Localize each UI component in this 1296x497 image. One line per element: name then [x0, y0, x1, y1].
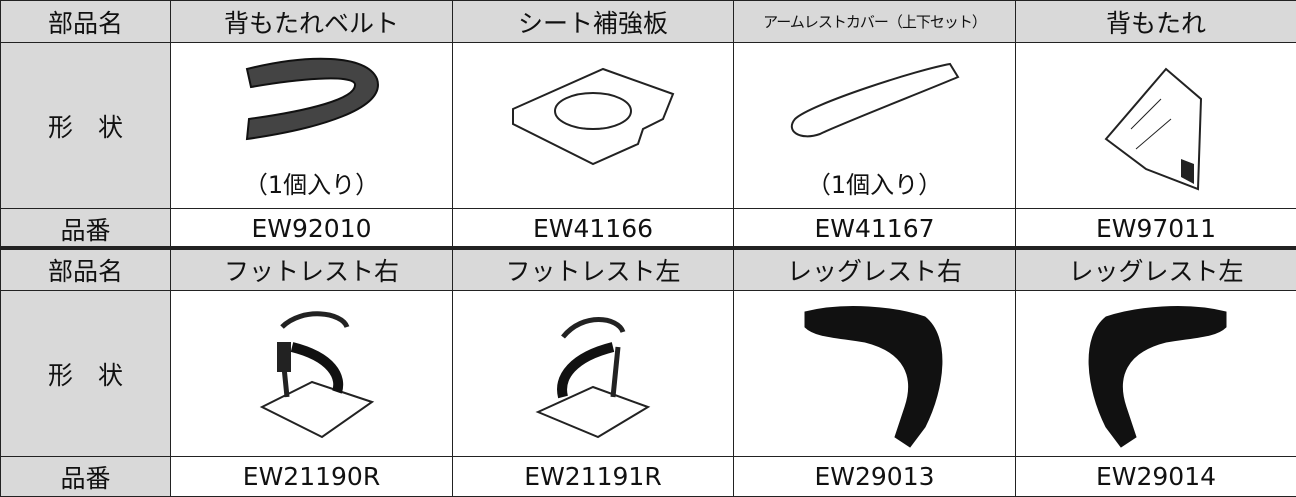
part-illustration — [1086, 49, 1226, 205]
part-shape — [1015, 42, 1296, 209]
part-shape: （1個入り） — [170, 42, 453, 209]
shape-label: 形 状 — [0, 290, 171, 457]
part-number: EW41167 — [733, 208, 1016, 249]
part-name: レッグレスト左 — [1015, 248, 1296, 291]
part-number: EW41166 — [452, 208, 734, 249]
part-illustration — [1076, 297, 1236, 456]
name-label: 部品名 — [0, 0, 171, 43]
number-label: 品番 — [0, 456, 171, 497]
part-illustration — [780, 49, 970, 155]
part-shape — [170, 290, 453, 457]
part-name: 背もたれ — [1015, 0, 1296, 43]
part-number: EW21190R — [170, 456, 453, 497]
name-label: 部品名 — [0, 248, 171, 291]
part-name: レッグレスト右 — [733, 248, 1016, 291]
part-illustration — [242, 297, 382, 453]
part-shape — [733, 290, 1016, 457]
part-note: （1個入り） — [243, 171, 380, 199]
part-number: EW29013 — [733, 456, 1016, 497]
part-shape — [452, 290, 734, 457]
part-shape — [452, 42, 734, 209]
part-name: アームレストカバー（上下セット） — [733, 0, 1016, 43]
part-name: シート補強板 — [452, 0, 734, 43]
shape-label: 形 状 — [0, 42, 171, 209]
number-label: 品番 — [0, 208, 171, 249]
part-illustration — [523, 297, 663, 453]
part-illustration — [795, 297, 955, 456]
part-name: 背もたれベルト — [170, 0, 453, 43]
part-number: EW97011 — [1015, 208, 1296, 249]
part-number: EW29014 — [1015, 456, 1296, 497]
part-number: EW21191R — [452, 456, 734, 497]
table-separator — [0, 246, 1296, 250]
part-illustration — [493, 49, 693, 175]
part-shape: （1個入り） — [733, 42, 1016, 209]
part-illustration — [227, 49, 397, 165]
part-note: （1個入り） — [806, 171, 943, 199]
part-name: フットレスト左 — [452, 248, 734, 291]
part-number: EW92010 — [170, 208, 453, 249]
part-name: フットレスト右 — [170, 248, 453, 291]
part-shape — [1015, 290, 1296, 457]
